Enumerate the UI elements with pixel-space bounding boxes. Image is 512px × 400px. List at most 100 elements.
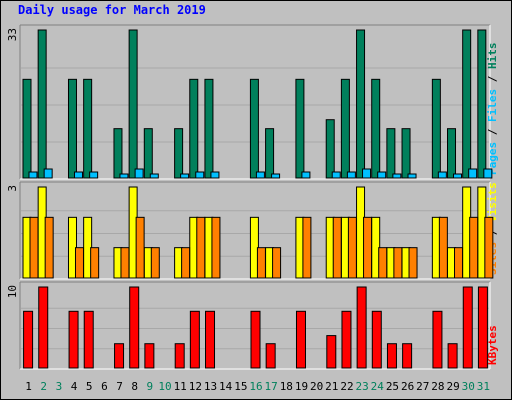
bar-hits-day-7 [113, 128, 123, 179]
bar-sites-day-17 [272, 247, 282, 279]
bar-kbytes-day-24 [371, 310, 382, 369]
bar-hits-day-12 [189, 78, 199, 179]
bar-files-day-16 [255, 171, 265, 179]
bar-kbytes-day-31 [477, 286, 488, 369]
x-tick-label-day-17: 17 [265, 380, 278, 393]
bar-hits-day-28 [431, 78, 441, 179]
legend-part: KBytes [486, 325, 499, 365]
bar-hits-day-5 [83, 78, 93, 179]
bar-files-day-23 [362, 168, 372, 179]
bar-hits-day-31 [477, 29, 487, 179]
x-tick-label-day-24: 24 [371, 380, 385, 393]
bar-hits-day-23 [356, 29, 366, 179]
x-tick-label-day-5: 5 [86, 380, 93, 393]
bar-kbytes-day-23 [356, 286, 367, 369]
panel-1-ymax-label: 33 [6, 28, 19, 41]
bar-kbytes-day-13 [205, 310, 216, 369]
bar-files-day-11 [180, 173, 190, 179]
bar-kbytes-day-4 [68, 310, 79, 369]
bar-sites-day-24 [378, 247, 388, 279]
x-tick-label-day-8: 8 [131, 380, 138, 393]
bar-hits-day-17 [265, 128, 275, 179]
x-tick-label-day-11: 11 [174, 380, 187, 393]
bar-sites-day-11 [181, 247, 191, 279]
bar-files-day-25 [392, 173, 402, 179]
bar-sites-day-12 [196, 216, 206, 279]
bar-sites-day-30 [469, 216, 479, 279]
bar-kbytes-day-30 [462, 286, 473, 369]
bar-hits-day-8 [128, 29, 138, 179]
bar-hits-day-9 [143, 128, 153, 179]
x-tick-label-day-4: 4 [71, 380, 78, 393]
bar-kbytes-day-22 [341, 310, 352, 369]
bar-kbytes-day-5 [83, 310, 94, 369]
x-tick-label-day-25: 25 [386, 380, 399, 393]
x-tick-label-day-31: 31 [477, 380, 490, 393]
x-tick-label-day-14: 14 [219, 380, 233, 393]
legend-part: Hits [486, 43, 499, 70]
bar-sites-day-8 [135, 216, 145, 279]
bar-files-day-12 [195, 171, 205, 179]
panel-1-legend: Pages / Files / Hits [486, 43, 499, 176]
bar-hits-day-4 [67, 78, 77, 179]
bar-sites-day-31 [484, 216, 494, 279]
legend-part: Files [486, 89, 499, 122]
x-tick-label-day-27: 27 [416, 380, 429, 393]
x-tick-label-day-13: 13 [204, 380, 217, 393]
bar-files-day-30 [468, 168, 478, 179]
bar-kbytes-day-25 [386, 343, 397, 369]
x-tick-label-day-21: 21 [325, 380, 338, 393]
bar-files-day-22 [346, 171, 356, 179]
x-tick-label-day-22: 22 [340, 380, 353, 393]
panel-2-ymax-label: 3 [6, 185, 19, 192]
bar-kbytes-day-26 [402, 343, 413, 369]
x-tick-label-day-7: 7 [116, 380, 123, 393]
x-tick-label-day-20: 20 [310, 380, 323, 393]
bar-hits-day-22 [340, 78, 350, 179]
x-tick-label-day-19: 19 [295, 380, 308, 393]
bar-sites-day-28 [438, 216, 448, 279]
bar-files-day-2 [43, 168, 53, 179]
bar-kbytes-day-2 [38, 286, 49, 369]
bar-sites-day-22 [347, 216, 357, 279]
bar-kbytes-day-1 [23, 310, 34, 369]
bar-kbytes-day-29 [447, 343, 458, 369]
x-tick-label-day-12: 12 [189, 380, 202, 393]
x-tick-label-day-18: 18 [280, 380, 293, 393]
bar-kbytes-day-11 [174, 343, 185, 369]
x-tick-label-day-10: 10 [158, 380, 171, 393]
x-tick-label-day-30: 30 [462, 380, 475, 393]
bar-sites-day-21 [332, 216, 342, 279]
bar-hits-day-21 [325, 119, 335, 179]
bar-files-day-31 [483, 168, 493, 179]
bar-kbytes-day-16 [250, 310, 261, 369]
bar-files-day-4 [73, 171, 83, 179]
legend-part: Visits [486, 182, 499, 222]
bar-files-day-26 [407, 173, 417, 179]
x-tick-label-day-6: 6 [101, 380, 108, 393]
bar-kbytes-day-8 [129, 286, 140, 369]
bar-hits-day-16 [249, 78, 259, 179]
bar-hits-day-19 [295, 78, 305, 179]
x-tick-label-day-2: 2 [40, 380, 47, 393]
bar-files-day-7 [119, 173, 129, 179]
bar-hits-day-13 [204, 78, 214, 179]
bar-sites-day-26 [408, 247, 418, 279]
bar-hits-day-30 [462, 29, 472, 179]
bar-sites-day-23 [363, 216, 373, 279]
bar-kbytes-day-12 [189, 310, 200, 369]
bar-files-day-1 [28, 171, 38, 179]
bar-files-day-5 [89, 171, 99, 179]
bar-kbytes-day-9 [144, 343, 155, 369]
bar-sites-day-9 [150, 247, 160, 279]
x-tick-label-day-28: 28 [431, 380, 444, 393]
x-tick-label-day-1: 1 [25, 380, 32, 393]
x-tick-label-day-29: 29 [446, 380, 459, 393]
bar-sites-day-7 [120, 247, 130, 279]
bar-kbytes-day-21 [326, 335, 337, 369]
bar-files-day-29 [453, 173, 463, 179]
x-tick-label-day-15: 15 [234, 380, 247, 393]
bar-sites-day-16 [256, 247, 266, 279]
bar-kbytes-day-17 [265, 343, 276, 369]
